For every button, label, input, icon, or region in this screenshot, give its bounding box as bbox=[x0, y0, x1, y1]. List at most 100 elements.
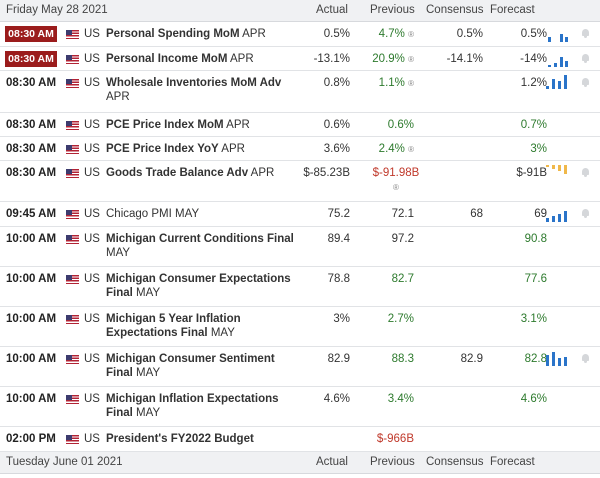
actual-value: -13.1% bbox=[313, 53, 350, 65]
table-row[interactable]: 02:00 PM US President's FY2022 Budget $-… bbox=[0, 427, 600, 452]
country-code: US bbox=[84, 273, 100, 285]
consensus-value: 82.9 bbox=[460, 353, 483, 365]
table-row[interactable]: 08:30 AM US PCE Price Index YoY APR 3.6%… bbox=[0, 137, 600, 161]
previous-value: 72.1 bbox=[391, 208, 414, 220]
event-name[interactable]: Personal Spending MoM APR bbox=[106, 28, 266, 40]
event-name[interactable]: Michigan Consumer Expectations Final MAY bbox=[106, 273, 291, 299]
day-header: Tuesday June 01 2021 Actual Previous Con… bbox=[0, 452, 600, 474]
us-flag-icon bbox=[66, 121, 79, 130]
us-flag-icon bbox=[66, 315, 79, 324]
actual-value: 3.6% bbox=[323, 143, 350, 155]
event-name[interactable]: Personal Income MoM APR bbox=[106, 53, 254, 65]
event-time: 02:00 PM bbox=[6, 433, 56, 445]
event-name[interactable]: Wholesale Inventories MoM Adv APR bbox=[106, 77, 282, 103]
event-name[interactable]: Goods Trade Balance Adv APR bbox=[106, 167, 275, 179]
table-row[interactable]: 08:30 AM US Personal Spending MoM APR 0.… bbox=[0, 22, 600, 47]
table-row[interactable]: 08:30 AM US Personal Income MoM APR -13.… bbox=[0, 47, 600, 71]
forecast-value: 4.6% bbox=[520, 393, 547, 405]
country-code: US bbox=[84, 119, 100, 131]
previous-value: 4.7% ® bbox=[378, 28, 414, 40]
mini-chart-icon[interactable] bbox=[546, 165, 570, 179]
previous-value: $-966B bbox=[376, 433, 414, 445]
col-consensus: Consensus bbox=[426, 4, 484, 16]
table-row[interactable]: 10:00 AM US Michigan Consumer Sentiment … bbox=[0, 347, 600, 387]
previous-value: 3.4% bbox=[387, 393, 414, 405]
forecast-value: 0.7% bbox=[520, 119, 547, 131]
us-flag-icon bbox=[66, 30, 79, 39]
table-row[interactable]: 08:30 AM US Goods Trade Balance Adv APR … bbox=[0, 161, 600, 202]
table-row[interactable]: 09:45 AM US Chicago PMI MAY 75.2 72.1 68… bbox=[0, 202, 600, 227]
us-flag-icon bbox=[66, 145, 79, 154]
previous-value: 88.3 bbox=[391, 353, 414, 365]
event-name[interactable]: Michigan 5 Year Inflation Expectations F… bbox=[106, 313, 241, 339]
col-actual: Actual bbox=[316, 456, 348, 468]
table-row[interactable]: 10:00 AM US Michigan Consumer Expectatio… bbox=[0, 267, 600, 307]
event-time: 10:00 AM bbox=[6, 233, 57, 245]
country-code: US bbox=[84, 233, 100, 245]
forecast-value: 77.6 bbox=[524, 273, 547, 285]
event-name[interactable]: Chicago PMI MAY bbox=[106, 208, 200, 220]
day-header: Friday May 28 2021 Actual Previous Conse… bbox=[0, 0, 600, 22]
mini-chart-icon[interactable] bbox=[546, 75, 570, 89]
event-name[interactable]: Michigan Inflation Expectations Final MA… bbox=[106, 393, 279, 419]
event-name[interactable]: President's FY2022 Budget bbox=[106, 433, 254, 445]
table-row[interactable]: 08:30 AM US PCE Price Index MoM APR 0.6%… bbox=[0, 113, 600, 137]
event-time: 08:30 AM bbox=[6, 167, 57, 179]
forecast-value: 3.1% bbox=[520, 313, 547, 325]
forecast-value: 1.2% bbox=[520, 77, 547, 89]
col-actual: Actual bbox=[316, 4, 348, 16]
actual-value: 4.6% bbox=[323, 393, 350, 405]
forecast-value: 82.8 bbox=[524, 353, 547, 365]
table-row[interactable]: 10:00 AM US Michigan Current Conditions … bbox=[0, 227, 600, 267]
table-row[interactable]: 10:00 AM US Michigan Inflation Expectati… bbox=[0, 387, 600, 427]
actual-value: $-85.23B bbox=[303, 167, 350, 179]
event-time: 08:30 AM bbox=[6, 119, 57, 131]
us-flag-icon bbox=[66, 355, 79, 364]
table-row[interactable]: 08:30 AM US Wholesale Inventories MoM Ad… bbox=[0, 71, 600, 113]
previous-value: 1.1% ® bbox=[378, 77, 414, 89]
bell-icon[interactable] bbox=[581, 54, 590, 64]
day-date: Tuesday June 01 2021 bbox=[6, 456, 123, 468]
previous-value: 82.7 bbox=[391, 273, 414, 285]
bell-icon[interactable] bbox=[581, 78, 590, 88]
mini-chart-icon[interactable] bbox=[546, 28, 570, 42]
forecast-value: 90.8 bbox=[524, 233, 547, 245]
us-flag-icon bbox=[66, 395, 79, 404]
bell-icon[interactable] bbox=[581, 209, 590, 219]
country-code: US bbox=[84, 77, 100, 89]
actual-value: 78.8 bbox=[327, 273, 350, 285]
bell-icon[interactable] bbox=[581, 29, 590, 39]
bell-icon[interactable] bbox=[581, 354, 590, 364]
event-time: 09:45 AM bbox=[6, 208, 57, 220]
previous-value: 0.6% bbox=[387, 119, 414, 131]
country-code: US bbox=[84, 167, 100, 179]
actual-value: 89.4 bbox=[327, 233, 350, 245]
mini-chart-icon[interactable] bbox=[546, 208, 570, 222]
country-code: US bbox=[84, 143, 100, 155]
bell-icon[interactable] bbox=[581, 168, 590, 178]
country-code: US bbox=[84, 53, 100, 65]
event-time: 08:30 AM bbox=[6, 77, 57, 89]
event-name[interactable]: Michigan Current Conditions Final MAY bbox=[106, 233, 294, 259]
mini-chart-icon[interactable] bbox=[546, 53, 570, 67]
col-consensus: Consensus bbox=[426, 456, 484, 468]
col-previous: Previous bbox=[370, 456, 415, 468]
table-row[interactable]: 10:00 AM US Michigan 5 Year Inflation Ex… bbox=[0, 307, 600, 347]
mini-chart-icon[interactable] bbox=[546, 352, 570, 366]
col-previous: Previous bbox=[370, 4, 415, 16]
country-code: US bbox=[84, 28, 100, 40]
event-name[interactable]: Michigan Consumer Sentiment Final MAY bbox=[106, 353, 275, 379]
forecast-value: 69 bbox=[534, 208, 547, 220]
col-forecast: Forecast bbox=[490, 4, 535, 16]
event-name[interactable]: PCE Price Index MoM APR bbox=[106, 119, 250, 131]
event-name[interactable]: PCE Price Index YoY APR bbox=[106, 143, 245, 155]
us-flag-icon bbox=[66, 235, 79, 244]
previous-value: 20.9% ® bbox=[372, 53, 414, 65]
us-flag-icon bbox=[66, 55, 79, 64]
event-time: 10:00 AM bbox=[6, 273, 57, 285]
col-forecast: Forecast bbox=[490, 456, 535, 468]
actual-value: 3% bbox=[333, 313, 350, 325]
day-date: Friday May 28 2021 bbox=[6, 4, 108, 16]
us-flag-icon bbox=[66, 79, 79, 88]
